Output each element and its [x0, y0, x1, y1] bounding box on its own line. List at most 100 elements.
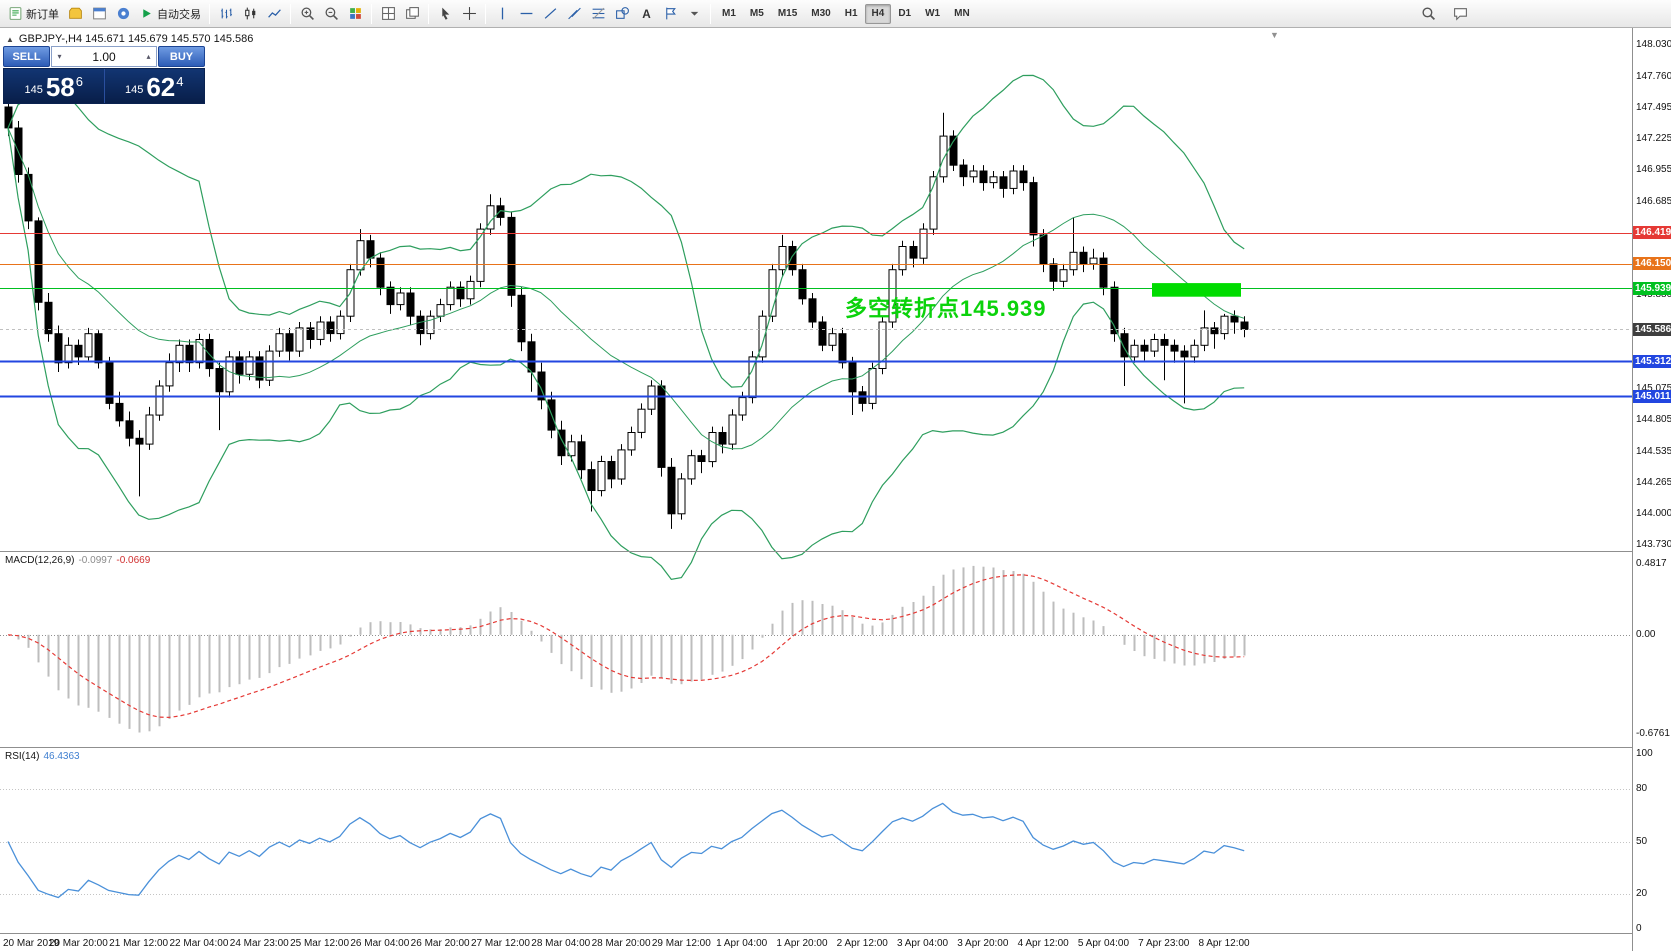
auto-trading-button[interactable]: 自动交易	[135, 3, 205, 25]
buy-price-main: 145	[124, 84, 144, 96]
candle-body	[647, 385, 656, 410]
new-order-button[interactable]: 新订单	[4, 3, 63, 25]
data-window-button[interactable]	[87, 3, 111, 25]
candle-body	[979, 170, 988, 184]
time-axis-label: 20 Mar 2019	[3, 938, 60, 949]
price-axis-label: 147.225	[1636, 133, 1671, 144]
highlight-rect[interactable]	[1152, 283, 1241, 297]
sell-price-main: 145	[24, 84, 43, 96]
panel-divider[interactable]	[0, 551, 1671, 552]
candle-body	[396, 292, 405, 306]
volume-value[interactable]: 1.00	[92, 49, 116, 64]
candle-body	[1150, 339, 1159, 352]
objects-dropdown-button[interactable]	[682, 3, 706, 25]
macd-scale-label: -0.6761	[1636, 728, 1670, 739]
time-axis-label: 3 Apr 04:00	[896, 938, 949, 949]
candle-body	[416, 315, 425, 335]
chart-shift-marker-icon[interactable]: ▼	[1270, 30, 1279, 40]
chat-button[interactable]	[1449, 3, 1473, 25]
candle-body	[235, 356, 244, 375]
candle-body	[1240, 321, 1249, 330]
timeframe-w1-button[interactable]: W1	[925, 8, 941, 19]
chart-canvas	[0, 74, 1632, 899]
label-button[interactable]	[658, 3, 682, 25]
candle-body	[295, 327, 304, 352]
crosshair-button[interactable]	[457, 3, 481, 25]
volume-increase-icon[interactable]: ▴	[146, 52, 151, 61]
candle-body	[597, 461, 606, 492]
candle-body	[507, 216, 516, 296]
timeframe-mn-button[interactable]: MN	[954, 8, 970, 19]
search-button[interactable]	[1417, 3, 1441, 25]
annotation-text[interactable]: 多空转折点145.939	[845, 296, 1047, 321]
zoom-in-button[interactable]	[295, 3, 319, 25]
indicators-button[interactable]	[343, 3, 367, 25]
time-axis-label: 28 Mar 20:00	[591, 938, 651, 949]
candle-body	[105, 362, 114, 404]
rsi-name: RSI(14)	[5, 751, 40, 762]
candle-body	[356, 240, 365, 271]
timeframe-m15-button[interactable]: M15	[777, 8, 798, 19]
rsi-scale-label: 100	[1636, 748, 1653, 759]
vertical-line-button[interactable]	[490, 3, 514, 25]
shapes-button[interactable]	[610, 3, 634, 25]
candle-body	[1099, 257, 1108, 288]
candle-body	[1019, 170, 1028, 184]
macd-scale-label: 0.00	[1636, 629, 1656, 640]
candle-body	[1130, 344, 1139, 358]
zoom-out-button[interactable]	[319, 3, 343, 25]
volume-decrease-icon[interactable]: ▾	[57, 52, 62, 61]
hline-price-tag: 145.312	[1633, 355, 1671, 368]
time-axis-label: 2 Apr 12:00	[836, 938, 888, 949]
channel-button[interactable]	[562, 3, 586, 25]
timeframe-h4-button[interactable]: H4	[864, 3, 892, 24]
panel-divider[interactable]	[0, 747, 1671, 748]
fibonacci-button[interactable]	[586, 3, 610, 25]
time-axis-label: 8 Apr 12:00	[1198, 938, 1250, 949]
bar-chart-button[interactable]	[214, 3, 238, 25]
candle-body	[326, 321, 335, 335]
candle-body	[627, 432, 636, 451]
rsi-scale-label: 20	[1636, 888, 1648, 899]
price-axis[interactable]: 148.030 147.760 147.495 147.225 146.955 146.6…	[1632, 28, 1671, 951]
text-button[interactable]: A	[634, 3, 658, 25]
candlestick-chart-button[interactable]	[238, 3, 262, 25]
navigator-button[interactable]	[111, 3, 135, 25]
timeframe-m5-button[interactable]: M5	[749, 8, 764, 19]
buy-price[interactable]: 145 62 4	[105, 69, 205, 103]
timeframe-d1-button[interactable]: D1	[898, 8, 912, 19]
sell-price-big: 58	[45, 72, 75, 102]
volume-stepper[interactable]: ▾ 1.00 ▴	[51, 46, 157, 67]
timeframe-m1-button[interactable]: M1	[722, 8, 736, 19]
candle-body	[828, 333, 837, 346]
buy-button[interactable]: BUY	[158, 46, 205, 67]
sell-price[interactable]: 145 58 6	[4, 69, 104, 103]
timeframe-m30-button[interactable]: M30	[811, 8, 831, 19]
fibo-icon	[592, 7, 604, 20]
horizontal-line-button[interactable]	[514, 3, 538, 25]
candle-body	[657, 385, 666, 468]
cascade-windows-button[interactable]	[400, 3, 424, 25]
cursor-button[interactable]	[433, 3, 457, 25]
timeframe-h1-button[interactable]: H1	[844, 8, 858, 19]
toolbar: 新订单 自动交易 A M1 M5 M15 M30 H1 H4 D1 W1 MN	[0, 0, 1671, 28]
trendline-button[interactable]	[538, 3, 562, 25]
one-click-toggle-icon[interactable]: ▲	[6, 34, 14, 44]
candle-body	[607, 461, 616, 480]
time-axis[interactable]: 20 Mar 2019 20 Mar 20:00 21 Mar 12:00 22 Ma…	[0, 936, 1632, 951]
price-axis-label: 148.030	[1636, 39, 1671, 50]
candle-body	[1160, 339, 1169, 346]
tile-windows-button[interactable]	[376, 3, 400, 25]
chart-area[interactable]: ▲ GBPJPY-,H4 145.671 145.679 145.570 145…	[0, 28, 1632, 951]
toolbar-separator	[710, 3, 711, 24]
crosshair-icon	[462, 7, 476, 20]
svg-text:A: A	[642, 8, 651, 21]
candle-body	[215, 368, 224, 393]
candle-body	[426, 315, 435, 335]
candle-body	[1089, 257, 1098, 265]
line-chart-button[interactable]	[262, 3, 286, 25]
candle-body	[446, 286, 455, 306]
market-watch-button[interactable]	[63, 3, 87, 25]
candle-body	[557, 429, 566, 457]
sell-button[interactable]: SELL	[3, 46, 50, 67]
